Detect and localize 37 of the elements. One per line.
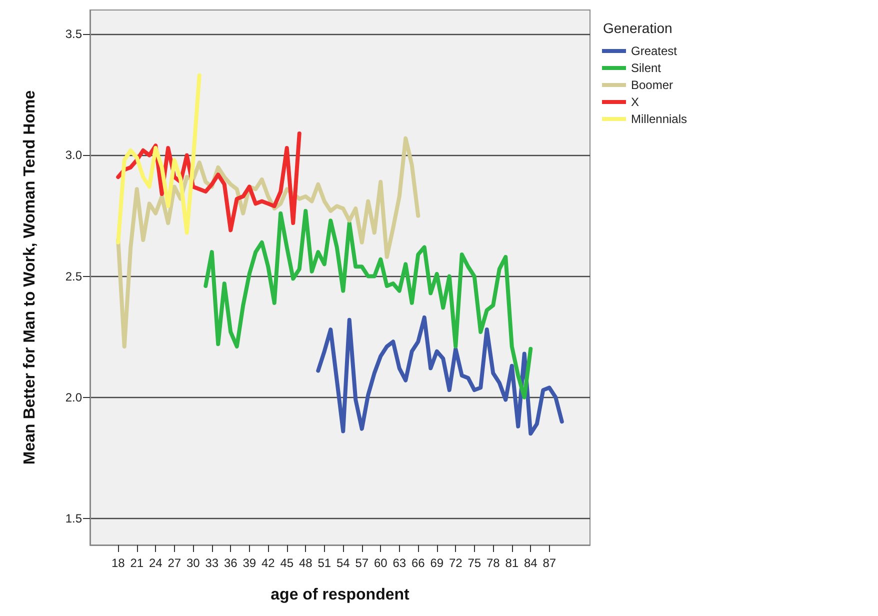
x-tick-label: 66 bbox=[411, 556, 426, 570]
x-tick-label: 87 bbox=[542, 556, 556, 570]
y-axis-title: Mean Better for Man to Work, Woman Tend Home bbox=[22, 90, 38, 465]
x-tick-label: 78 bbox=[486, 556, 500, 570]
legend-label: Millennials bbox=[631, 112, 688, 126]
x-tick-label: 69 bbox=[430, 556, 444, 570]
y-tick-label: 1.5 bbox=[65, 511, 82, 526]
x-tick-label: 54 bbox=[336, 556, 350, 570]
y-tick-label: 2.0 bbox=[65, 390, 82, 404]
y-tick-label: 3.5 bbox=[65, 27, 82, 42]
x-tick-label: 30 bbox=[186, 556, 200, 570]
x-tick-label: 51 bbox=[318, 556, 332, 570]
legend-label: X bbox=[631, 95, 640, 109]
x-tick-label: 36 bbox=[224, 556, 238, 570]
x-tick-label: 72 bbox=[448, 556, 463, 570]
legend-label: Silent bbox=[631, 61, 662, 75]
x-tick-label: 27 bbox=[168, 556, 182, 570]
x-tick-label: 75 bbox=[468, 556, 482, 570]
x-axis-title: age of respondent bbox=[270, 586, 410, 604]
legend-title: Generation bbox=[603, 20, 672, 36]
legend-label: Boomer bbox=[631, 78, 674, 92]
y-tick-label: 3.0 bbox=[65, 148, 82, 162]
x-tick-label: 63 bbox=[392, 556, 406, 570]
x-tick-label: 48 bbox=[298, 556, 313, 570]
x-tick-label: 39 bbox=[242, 556, 256, 570]
x-tick-label: 81 bbox=[505, 556, 519, 570]
x-tick-label: 24 bbox=[148, 556, 163, 570]
x-tick-label: 33 bbox=[205, 556, 219, 570]
x-tick-label: 18 bbox=[111, 556, 126, 570]
x-tick-label: 42 bbox=[261, 556, 276, 570]
legend-label: Greatest bbox=[631, 44, 678, 58]
x-tick-label: 60 bbox=[374, 556, 388, 570]
x-tick-label: 57 bbox=[355, 556, 369, 570]
x-tick-label: 45 bbox=[280, 556, 294, 570]
x-tick-label: 84 bbox=[524, 556, 538, 570]
y-tick-label: 2.5 bbox=[65, 269, 82, 284]
x-tick-label: 21 bbox=[130, 556, 144, 570]
